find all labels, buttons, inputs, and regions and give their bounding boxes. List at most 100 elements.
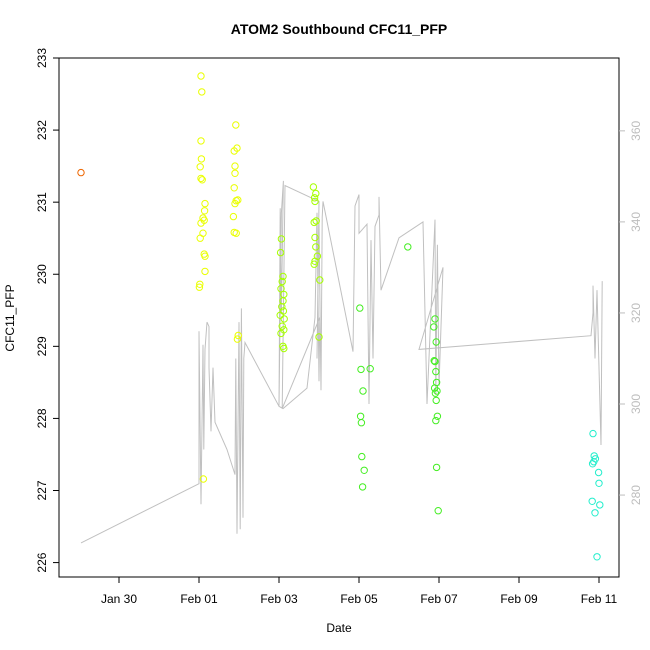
data-point — [201, 267, 209, 276]
data-point — [277, 285, 285, 293]
y-tick-label: 231 — [35, 192, 49, 212]
data-point — [311, 257, 319, 265]
x-tick-label: Feb 01 — [180, 592, 218, 606]
plot-frame — [58, 57, 620, 578]
y2-tick-label: 340 — [629, 212, 643, 232]
data-point — [280, 315, 288, 323]
data-point — [430, 323, 438, 331]
data-point — [277, 235, 286, 243]
data-point — [588, 460, 597, 468]
data-point — [232, 229, 240, 237]
data-point — [356, 304, 364, 312]
y-axis-label: CFC11_PFP — [3, 284, 17, 351]
data-point — [358, 452, 366, 461]
data-point — [433, 387, 441, 395]
data-point — [432, 338, 440, 346]
data-point — [312, 189, 320, 198]
data-point — [431, 315, 439, 323]
data-point — [197, 72, 205, 80]
plot-border — [58, 57, 620, 578]
data-point — [199, 475, 208, 483]
data-point — [596, 501, 604, 509]
data-point — [357, 419, 366, 427]
data-point — [196, 163, 204, 171]
data-point — [278, 277, 286, 286]
data-point — [595, 479, 603, 487]
y-tick-label: 230 — [35, 264, 49, 284]
y-tick-label: 233 — [35, 48, 49, 68]
data-point — [358, 483, 367, 491]
data-point — [432, 463, 441, 472]
x-axis-label: Date — [326, 621, 352, 635]
data-point — [404, 243, 412, 251]
data-point — [232, 121, 240, 129]
data-point — [198, 88, 206, 96]
data-point — [316, 276, 324, 284]
data-point — [366, 365, 374, 373]
data-point — [434, 507, 442, 515]
y2-tick-label: 300 — [629, 394, 643, 414]
data-point — [198, 176, 206, 184]
x-tick-label: Jan 30 — [101, 592, 137, 606]
data-point — [233, 335, 242, 343]
data-point — [201, 199, 209, 208]
y2-tick-label: 360 — [629, 121, 643, 141]
data-point — [195, 283, 204, 291]
data-point — [231, 199, 239, 208]
data-point — [197, 155, 206, 163]
y-tick-label: 227 — [35, 480, 49, 500]
x-axis-ticks: Jan 30 Feb 01 Feb 03 Feb 05 Feb 07 Feb 09 Feb … — [101, 577, 618, 606]
y2-tick-label: 320 — [629, 303, 643, 323]
x-tick-label: Feb 09 — [500, 592, 538, 606]
data-point — [432, 367, 440, 376]
y-axis-ticks: 226 227 228 229 230 231 232 233 — [35, 48, 59, 573]
y2-axis-ticks: 280 300 320 340 360 — [619, 121, 643, 505]
data-point — [315, 333, 323, 341]
y2-tick-label: 280 — [629, 485, 643, 505]
data-point — [312, 243, 320, 251]
data-point — [277, 329, 285, 338]
data-point — [197, 174, 205, 183]
data-point — [196, 280, 204, 288]
data-point — [357, 365, 365, 374]
data-points-layer — [77, 72, 604, 561]
data-point — [231, 162, 239, 170]
data-point — [279, 272, 287, 281]
data-point — [278, 322, 286, 330]
data-point — [433, 412, 442, 420]
data-point — [589, 429, 597, 438]
data-point — [200, 207, 209, 215]
data-point — [356, 412, 365, 420]
data-point — [310, 260, 318, 268]
data-point — [276, 248, 285, 257]
y-tick-label: 226 — [35, 552, 49, 572]
data-point — [360, 466, 368, 474]
data-point — [311, 197, 319, 206]
data-point — [234, 331, 242, 340]
data-point — [588, 497, 596, 505]
x-tick-label: Feb 03 — [260, 592, 298, 606]
data-point — [432, 416, 440, 425]
data-point — [431, 389, 440, 397]
altitude-line-layer — [80, 180, 603, 544]
data-point — [197, 137, 205, 145]
data-point — [230, 147, 238, 155]
x-tick-label: Feb 07 — [420, 592, 458, 606]
data-point — [591, 509, 599, 517]
data-point — [594, 468, 603, 477]
data-point — [311, 233, 319, 242]
data-point — [278, 303, 286, 311]
data-point — [196, 234, 204, 242]
y-tick-label: 229 — [35, 336, 49, 356]
data-point — [231, 169, 239, 178]
data-point — [197, 219, 205, 227]
data-point — [201, 252, 209, 260]
data-point — [310, 218, 318, 227]
data-point — [312, 217, 320, 225]
chart-title: ATOM2 Southbound CFC11_PFP — [231, 21, 448, 37]
altitude-line — [80, 180, 603, 544]
data-point — [309, 183, 318, 191]
data-point — [430, 357, 438, 365]
data-point — [230, 184, 238, 192]
